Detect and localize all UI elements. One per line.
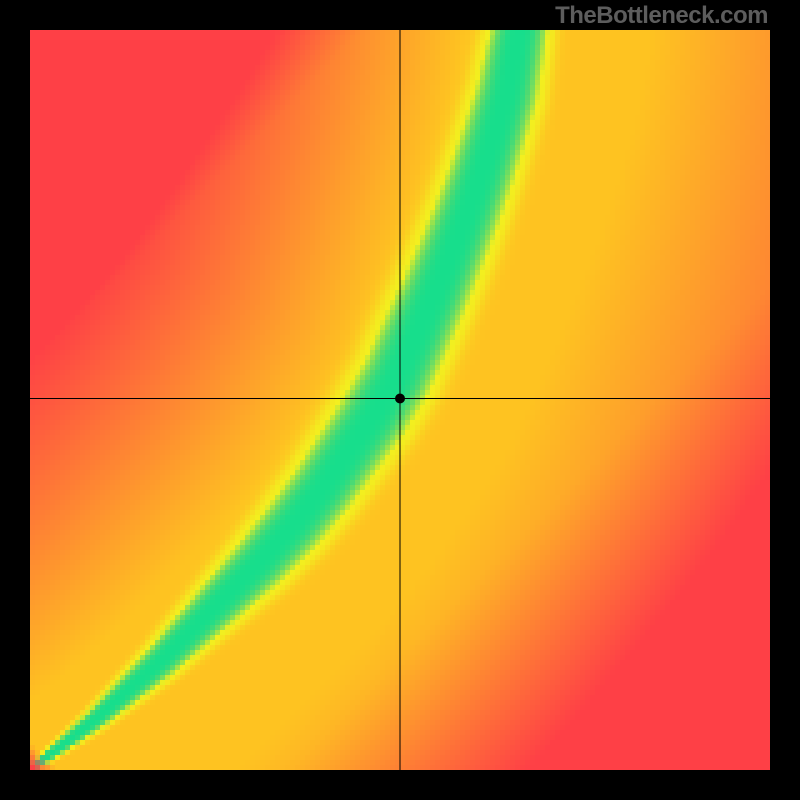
chart-container: TheBottleneck.com <box>0 0 800 800</box>
bottleneck-heatmap <box>30 30 770 770</box>
watermark-text: TheBottleneck.com <box>555 2 768 30</box>
